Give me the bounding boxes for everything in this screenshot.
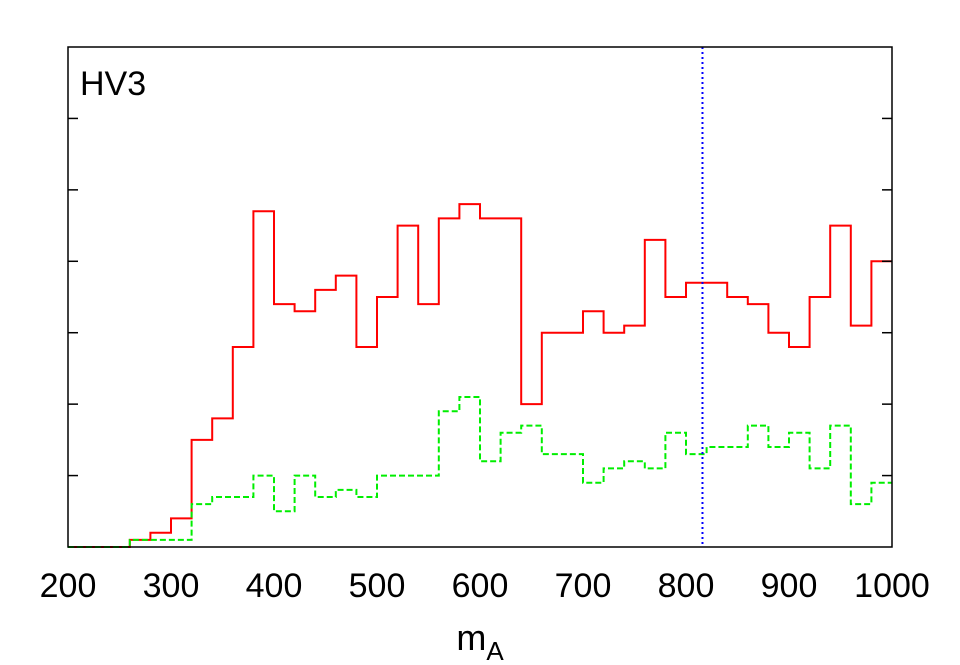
tick-layer (68, 117, 892, 477)
x-axis-title-subscript: A (486, 636, 504, 665)
x-tick-label: 400 (246, 567, 303, 605)
x-tick-label: 500 (349, 567, 406, 605)
series-layer (68, 203, 892, 548)
x-tick-label: 700 (555, 567, 612, 605)
x-tick-label: 300 (143, 567, 200, 605)
panel-label: HV3 (80, 65, 146, 103)
histogram-series-1 (68, 203, 892, 548)
plot-frame-layer (67, 46, 893, 548)
histogram-series-2 (68, 396, 892, 548)
x-tick-label: 1000 (854, 567, 930, 605)
plot-frame (67, 46, 893, 548)
x-tick-label: 600 (452, 567, 509, 605)
x-tick-label: 200 (40, 567, 97, 605)
x-axis-title-main: m (456, 617, 486, 658)
x-tick-label: 800 (658, 567, 715, 605)
x-tick-label: 900 (761, 567, 818, 605)
x-axis-title: mA (456, 617, 504, 665)
tick-label-layer: 200 300 400 500 600 700 800 900 1000 (40, 567, 930, 605)
